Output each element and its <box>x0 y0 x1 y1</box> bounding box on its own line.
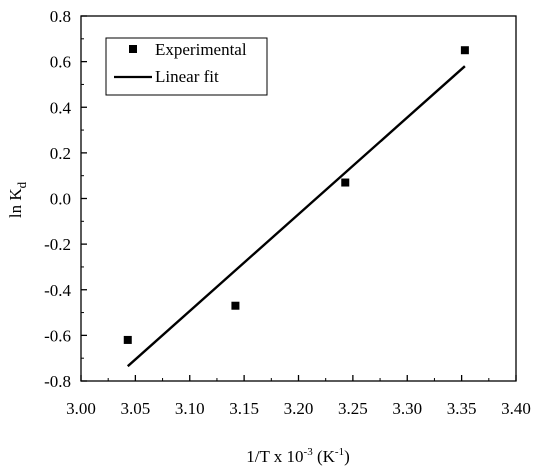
y-tick-label: 0.8 <box>50 7 71 26</box>
x-tick-label: 3.30 <box>392 399 422 418</box>
x-tick-label: 3.35 <box>447 399 477 418</box>
y-axis-label-sub: d <box>14 181 29 188</box>
experimental-point <box>341 178 350 187</box>
x-tick-label: 3.25 <box>338 399 368 418</box>
experimental-point <box>231 301 240 310</box>
y-tick-label: -0.4 <box>44 281 71 300</box>
y-axis-label: ln Kd <box>6 181 29 218</box>
series-layer <box>123 46 469 368</box>
legend-marker-experimental <box>129 45 137 53</box>
x-tick-label: 3.15 <box>229 399 259 418</box>
x-axis-label-main: 1/T x 10 <box>246 447 303 466</box>
y-tick-label: 0.6 <box>50 53 71 72</box>
experimental-point <box>123 335 132 344</box>
x-tick-label: 3.20 <box>284 399 314 418</box>
legend-label-linear-fit: Linear fit <box>155 67 219 86</box>
y-axis-label-main: ln K <box>6 188 25 218</box>
linear-fit-line <box>126 65 466 368</box>
x-tick-label: 3.10 <box>175 399 205 418</box>
legend: Experimental Linear fit <box>105 37 268 96</box>
y-tick-label: 0.4 <box>50 98 72 117</box>
x-axis-label-unit-exp: -1 <box>335 446 344 458</box>
y-tick-label: -0.2 <box>44 235 71 254</box>
x-axis-label-exp: -3 <box>304 446 314 458</box>
y-tick-label: -0.6 <box>44 326 71 345</box>
x-tick-label: 3.05 <box>121 399 151 418</box>
x-axis-label: 1/T x 10-3 (K-1) <box>246 446 350 466</box>
x-ticks: 3.00 3.05 3.10 3.15 3.20 3.25 3.30 3.35 3.40 <box>66 375 531 418</box>
y-tick-label: 0.2 <box>50 144 71 163</box>
legend-label-experimental: Experimental <box>155 40 247 59</box>
x-tick-label: 3.40 <box>501 399 531 418</box>
y-tick-label: -0.8 <box>44 372 71 391</box>
x-axis-label-unit-open: (K <box>313 447 336 466</box>
y-tick-label: 0.0 <box>50 190 71 209</box>
x-tick-label: 3.00 <box>66 399 96 418</box>
experimental-point <box>460 46 469 55</box>
y-ticks: -0.8 -0.6 -0.4 -0.2 0.0 0.2 0.4 0.6 0.8 <box>44 7 87 391</box>
x-axis-label-unit-close: ) <box>344 447 350 466</box>
